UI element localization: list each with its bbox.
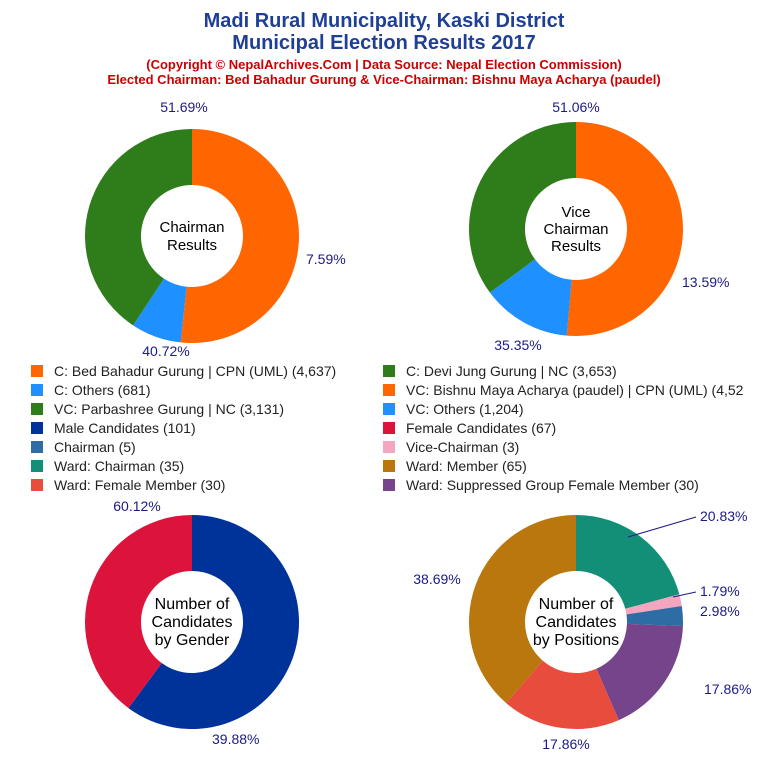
donut-4-slice-2 — [625, 594, 682, 615]
donut-4-center-label: Number of — [539, 596, 614, 613]
legend-swatch — [31, 441, 43, 453]
legend-label: C: Others (681) — [54, 382, 151, 398]
legend-swatch — [31, 384, 43, 396]
legend-label: Chairman (5) — [54, 439, 136, 455]
legend-label: Vice-Chairman (3) — [406, 439, 520, 455]
legend-swatch — [383, 441, 395, 453]
donut-4-percent-label-6: 38.69% — [413, 571, 460, 587]
legend-label: Ward: Member (65) — [406, 458, 527, 474]
legend-label: VC: Parbashree Gurung | NC (3,131) — [54, 401, 285, 417]
legend-item: Ward: Member (65) — [383, 457, 768, 475]
legend-item: Ward: Chairman (35) — [31, 457, 184, 475]
donut-4-percent-label-4: 17.86% — [704, 681, 751, 697]
legend-item: C: Devi Jung Gurung | NC (3,653) — [383, 362, 768, 380]
legend-swatch — [383, 384, 395, 396]
legend-swatch — [31, 365, 43, 377]
donut-4-center-label: by Positions — [533, 632, 619, 649]
donut-3-slice-2 — [84, 515, 192, 709]
legend-swatch — [31, 460, 43, 472]
legend-item: C: Others (681) — [31, 381, 150, 399]
donut-4-percent-label-1: 20.83% — [700, 508, 747, 524]
donut-2-center-label: Vice — [562, 204, 591, 221]
legend-label: VC: Others (1,204) — [406, 401, 524, 417]
donut-2-slice-3 — [469, 121, 576, 293]
donut-4-slice-1 — [576, 515, 680, 609]
donut-1-percent-label-1: 51.69% — [160, 99, 207, 115]
donut-2-slice-1 — [566, 122, 683, 337]
donut-1-slice-1 — [180, 129, 300, 343]
donut-4-center-label: Candidates — [536, 614, 617, 631]
donut-2-center-label: Results — [551, 238, 601, 255]
legend-swatch — [383, 365, 395, 377]
legend-item: C: Bed Bahadur Gurung | CPN (UML) (4,637… — [31, 362, 336, 380]
legend-label: C: Devi Jung Gurung | NC (3,653) — [406, 363, 617, 379]
legend-swatch — [31, 403, 43, 415]
donut-3-center-label: Number of — [155, 596, 230, 613]
donut-3-percent-label-2: 39.88% — [212, 731, 259, 747]
legend-item: Ward: Female Member (30) — [31, 476, 225, 494]
legend-swatch — [31, 479, 43, 491]
elected-line: Elected Chairman: Bed Bahadur Gurung & V… — [107, 72, 661, 87]
donut-3-center-label: Candidates — [152, 614, 233, 631]
donut-1-slice-3 — [84, 129, 192, 326]
donut-4-slice-3 — [626, 606, 684, 627]
donut-3-center-label: by Gender — [155, 632, 230, 649]
legend-label: VC: Bishnu Maya Acharya (paudel) | CPN (… — [406, 382, 744, 398]
donut-1-center-label: Chairman — [159, 219, 224, 236]
donut-1-center-label: Results — [167, 237, 217, 254]
donut-4-percent-label-5: 17.86% — [542, 736, 589, 752]
donut-2-percent-label-2: 13.59% — [682, 274, 729, 290]
donut-4-leader-line-2 — [672, 591, 697, 598]
donut-4-slice-5 — [506, 660, 619, 729]
donut-4-percent-label-2: 1.79% — [700, 583, 740, 599]
donut-2-center-label: Chairman — [543, 221, 608, 238]
donut-4-leader-line-1 — [627, 516, 697, 538]
legend-item: VC: Others (1,204) — [383, 400, 768, 418]
legend-label: Ward: Female Member (30) — [54, 477, 226, 493]
legend-swatch — [383, 479, 395, 491]
legend-label: Female Candidates (67) — [406, 420, 557, 436]
donut-2-percent-label-1: 51.06% — [552, 99, 599, 115]
donut-1-slice-2 — [133, 278, 187, 343]
legend-item: Male Candidates (101) — [31, 419, 196, 437]
legend-swatch — [383, 460, 395, 472]
legend-swatch — [31, 422, 43, 434]
legend-swatch — [383, 422, 395, 434]
donut-1-percent-label-3: 40.72% — [142, 343, 189, 359]
copyright-line: (Copyright © NepalArchives.Com | Data So… — [146, 57, 622, 72]
legend-swatch — [383, 403, 395, 415]
legend-item: VC: Bishnu Maya Acharya (paudel) | CPN (… — [383, 381, 768, 399]
legend-item: Chairman (5) — [31, 438, 136, 456]
chart-title-line-1: Madi Rural Municipality, Kaski District — [203, 10, 565, 32]
donut-1-percent-label-2: 7.59% — [306, 251, 346, 267]
legend-label: Male Candidates (101) — [54, 420, 196, 436]
donut-4-slice-4 — [596, 623, 683, 721]
donut-4-slice-6 — [469, 515, 576, 704]
legend-item: Ward: Suppressed Group Female Member (30… — [383, 476, 768, 494]
chart-title-line-2: Municipal Election Results 2017 — [232, 32, 536, 54]
donut-3-percent-label-1: 60.12% — [113, 498, 160, 514]
legend-label: C: Bed Bahadur Gurung | CPN (UML) (4,637… — [54, 363, 337, 379]
donut-4-percent-label-3: 2.98% — [700, 603, 740, 619]
legend-label: Ward: Chairman (35) — [54, 458, 185, 474]
legend-item: VC: Parbashree Gurung | NC (3,131) — [31, 400, 284, 418]
donut-2-slice-2 — [489, 259, 572, 336]
legend-item: Female Candidates (67) — [383, 419, 768, 437]
donut-2-percent-label-3: 35.35% — [494, 337, 541, 353]
legend-item: Vice-Chairman (3) — [383, 438, 768, 456]
legend-label: Ward: Suppressed Group Female Member (30… — [406, 477, 699, 493]
donut-3-slice-1 — [128, 515, 299, 729]
